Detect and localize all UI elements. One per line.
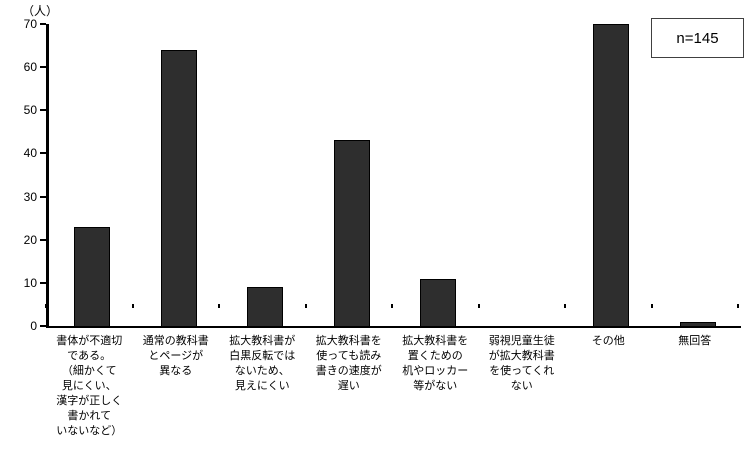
bar	[74, 227, 110, 326]
x-axis-category-label: 弱視児童生徒 が拡大教科書 を使ってくれ ない	[488, 335, 555, 392]
bar	[161, 50, 197, 326]
x-axis-category-label: 通常の教科書 とページが 異なる	[142, 335, 209, 377]
x-axis-tick	[305, 304, 307, 308]
plot-area	[40, 23, 741, 328]
x-axis-category-label: 無回答	[678, 335, 712, 347]
sample-size-box: n=145	[651, 18, 744, 58]
y-axis-tick	[40, 238, 46, 241]
y-axis-tick	[40, 325, 46, 327]
sample-size-text: n=145	[676, 29, 719, 47]
bar	[420, 279, 456, 326]
y-axis-tick-label: 60	[23, 60, 37, 75]
y-axis-tick-label: 10	[23, 275, 37, 290]
x-axis-tick	[218, 304, 220, 308]
x-axis-category-label: その他	[591, 335, 625, 347]
y-axis-tick-label: 70	[23, 17, 37, 31]
x-axis-category-label: 拡大教科書を 使っても読み 書きの速度が 遅い	[315, 335, 382, 392]
y-axis-tick	[40, 109, 46, 112]
x-axis-tick	[45, 304, 47, 308]
x-axis-tick	[651, 304, 653, 308]
y-axis-tick-label: 30	[23, 189, 37, 204]
x-axis-labels: 書体が不適切 である。 （細かくて 見にくい、 漢字が正しく 書かれて いないな…	[46, 334, 738, 439]
y-axis-unit-label: （人）	[22, 4, 59, 18]
y-axis-tick	[40, 195, 46, 198]
y-axis-tick-label: 40	[23, 146, 37, 161]
bar	[593, 24, 629, 326]
x-axis-tick	[132, 304, 134, 308]
y-axis-tick	[40, 152, 46, 155]
y-axis-tick	[40, 281, 46, 284]
x-axis-category-label: 拡大教科書を 置くための 机やロッカー 等がない	[402, 335, 469, 392]
y-axis-tick-label: 20	[23, 232, 37, 247]
x-axis-category-label: 書体が不適切 である。 （細かくて 見にくい、 漢字が正しく 書かれて いないな…	[56, 335, 123, 437]
x-axis-tick	[478, 304, 480, 308]
bar	[247, 287, 283, 326]
y-axis-tick-label: 50	[23, 103, 37, 118]
x-axis-tick	[564, 304, 566, 308]
y-axis-tick	[40, 23, 46, 25]
x-axis-tick	[737, 304, 739, 308]
bar	[680, 322, 716, 326]
bar	[334, 140, 370, 326]
y-axis-tick	[40, 66, 46, 69]
y-axis-tick-label: 0	[30, 319, 37, 333]
x-axis-tick	[391, 304, 393, 308]
x-axis-category-label: 拡大教科書が 白黒反転では ないため、 見えにくい	[229, 335, 296, 392]
